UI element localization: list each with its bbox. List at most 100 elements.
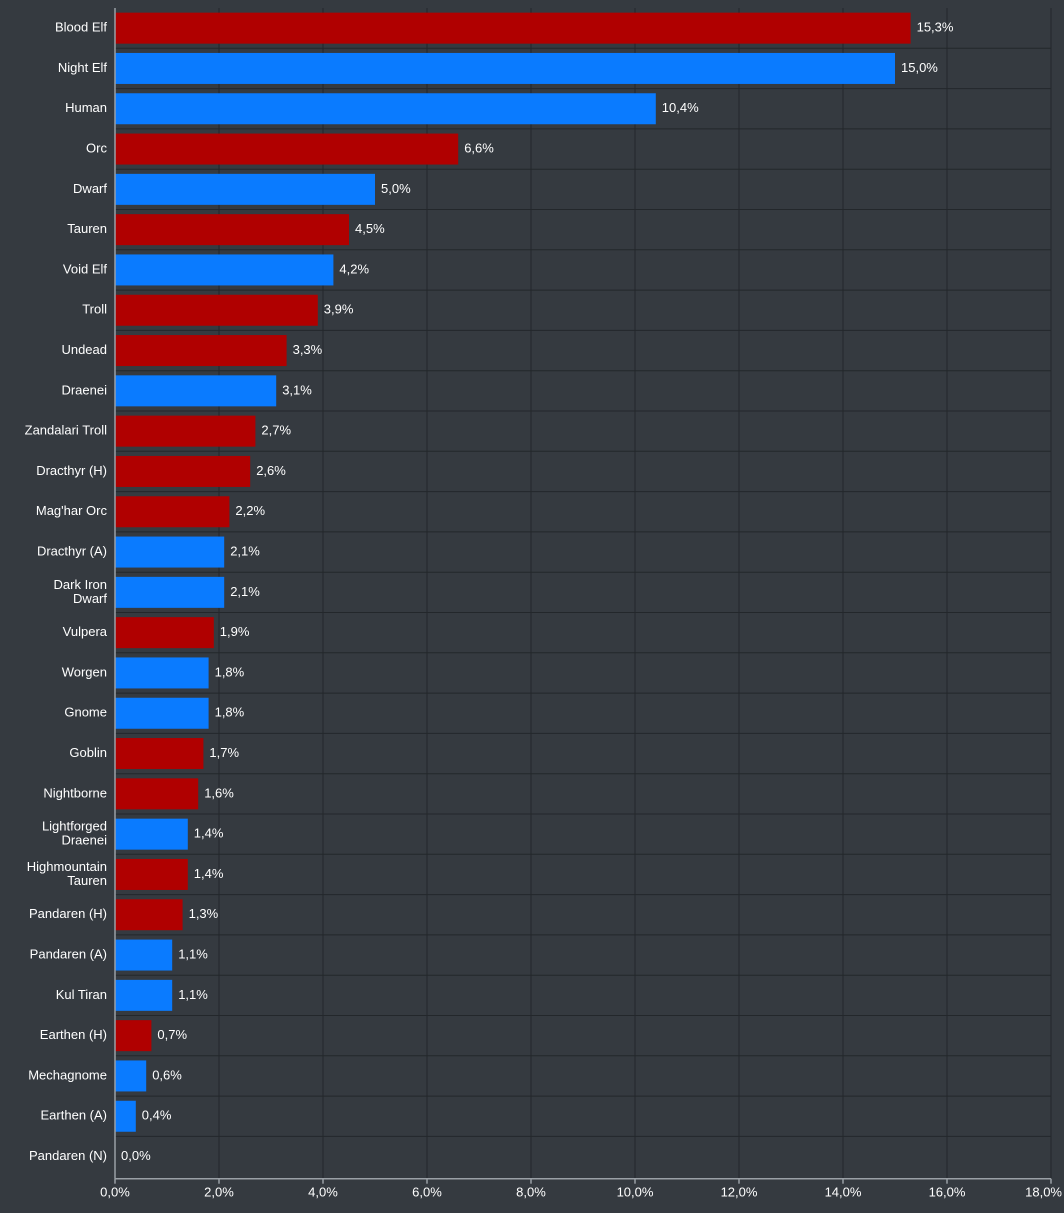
bar — [115, 818, 188, 850]
value-label: 6,6% — [464, 140, 494, 155]
bar — [115, 1060, 147, 1092]
bar — [115, 455, 251, 487]
value-label: 3,3% — [293, 342, 323, 357]
bar — [115, 657, 209, 689]
category-label: Vulpera — [63, 624, 108, 639]
category-label: Blood Elf — [55, 20, 107, 35]
category-label: Earthen (A) — [41, 1108, 107, 1123]
bar — [115, 496, 230, 528]
value-label: 5,0% — [381, 181, 411, 196]
category-label: Draenei — [61, 382, 107, 397]
category-label: Tauren — [67, 221, 107, 236]
bar — [115, 697, 209, 729]
category-label: Earthen (H) — [40, 1027, 107, 1042]
category-label: Dwarf — [73, 181, 107, 196]
bar — [115, 93, 656, 125]
bar — [115, 576, 225, 608]
bar — [115, 375, 277, 407]
category-label: Mag'har Orc — [36, 503, 108, 518]
category-label: Worgen — [62, 664, 107, 679]
value-label: 2,1% — [230, 584, 260, 599]
value-label: 1,7% — [209, 745, 239, 760]
category-label: Nightborne — [43, 785, 107, 800]
category-label: Human — [65, 100, 107, 115]
x-tick-label: 14,0% — [825, 1185, 862, 1200]
value-label: 1,8% — [215, 664, 245, 679]
x-tick-label: 12,0% — [721, 1185, 758, 1200]
value-label: 1,1% — [178, 946, 208, 961]
value-label: 4,5% — [355, 221, 385, 236]
value-label: 0,4% — [142, 1108, 172, 1123]
grid-lines — [115, 8, 1052, 1179]
x-tick-label: 18,0% — [1025, 1185, 1062, 1200]
x-tick-label: 16,0% — [929, 1185, 966, 1200]
category-label: Pandaren (A) — [30, 946, 107, 961]
x-tick-label: 8,0% — [516, 1185, 546, 1200]
x-tick-label: 6,0% — [412, 1185, 442, 1200]
value-label: 3,1% — [282, 382, 312, 397]
bar — [115, 617, 214, 649]
value-label: 4,2% — [339, 261, 369, 276]
value-label: 0,7% — [157, 1027, 187, 1042]
bar — [115, 979, 173, 1011]
bar — [115, 214, 349, 246]
value-label: 2,6% — [256, 463, 286, 478]
category-label: Goblin — [69, 745, 107, 760]
category-label: Night Elf — [58, 60, 108, 75]
x-tick-label: 2,0% — [204, 1185, 234, 1200]
bar — [115, 939, 173, 971]
bar — [115, 133, 459, 165]
bar — [115, 1100, 136, 1132]
bar — [115, 858, 188, 890]
x-tick-label: 0,0% — [100, 1185, 130, 1200]
bar — [115, 899, 183, 931]
bar — [115, 335, 287, 367]
value-label: 15,0% — [901, 60, 938, 75]
category-label: Void Elf — [63, 261, 107, 276]
value-label: 1,4% — [194, 826, 224, 841]
category-label: Dark Iron Dwarf — [54, 577, 108, 606]
value-label: 10,4% — [662, 100, 699, 115]
value-label: 1,1% — [178, 987, 208, 1002]
bar — [115, 12, 911, 44]
bar — [115, 52, 895, 84]
category-label: Orc — [86, 140, 107, 155]
category-label: Undead — [61, 342, 107, 357]
bar — [115, 173, 375, 205]
category-label: Highmountain Tauren — [27, 859, 107, 888]
bar — [115, 778, 199, 810]
value-label: 1,9% — [220, 624, 250, 639]
bar — [115, 1020, 152, 1052]
value-label: 15,3% — [917, 20, 954, 35]
value-label: 1,4% — [194, 866, 224, 881]
x-tick-label: 4,0% — [308, 1185, 338, 1200]
category-label: Pandaren (H) — [29, 906, 107, 921]
category-label: Dracthyr (H) — [36, 463, 107, 478]
category-label: Troll — [82, 302, 107, 317]
value-label: 1,6% — [204, 785, 234, 800]
value-label: 2,1% — [230, 543, 260, 558]
category-label: Kul Tiran — [56, 987, 107, 1002]
bar — [115, 254, 334, 286]
value-label: 0,6% — [152, 1067, 182, 1082]
bar — [115, 294, 318, 326]
category-label: Zandalari Troll — [25, 423, 107, 438]
value-label: 3,9% — [324, 302, 354, 317]
axes: 0,0% 2,0% 4,0% 6,0% 8,0% 10,0% 12,0% 14,0% 16,0%… — [100, 8, 1062, 1200]
category-label: Pandaren (N) — [29, 1148, 107, 1163]
bars — [115, 12, 911, 1132]
value-label: 2,7% — [261, 423, 291, 438]
bar — [115, 415, 256, 447]
bar — [115, 738, 204, 770]
value-label: 1,3% — [189, 906, 219, 921]
value-label: 1,8% — [215, 705, 245, 720]
category-label: Dracthyr (A) — [37, 543, 107, 558]
category-label: Lightforged Draenei — [42, 819, 107, 848]
value-label: 0,0% — [121, 1148, 151, 1163]
labels: Blood Elf 15,3% Night Elf 15,0% Human 10,4% Or… — [25, 20, 954, 1163]
x-tick-label: 10,0% — [617, 1185, 654, 1200]
bar — [115, 536, 225, 568]
value-label: 2,2% — [235, 503, 265, 518]
